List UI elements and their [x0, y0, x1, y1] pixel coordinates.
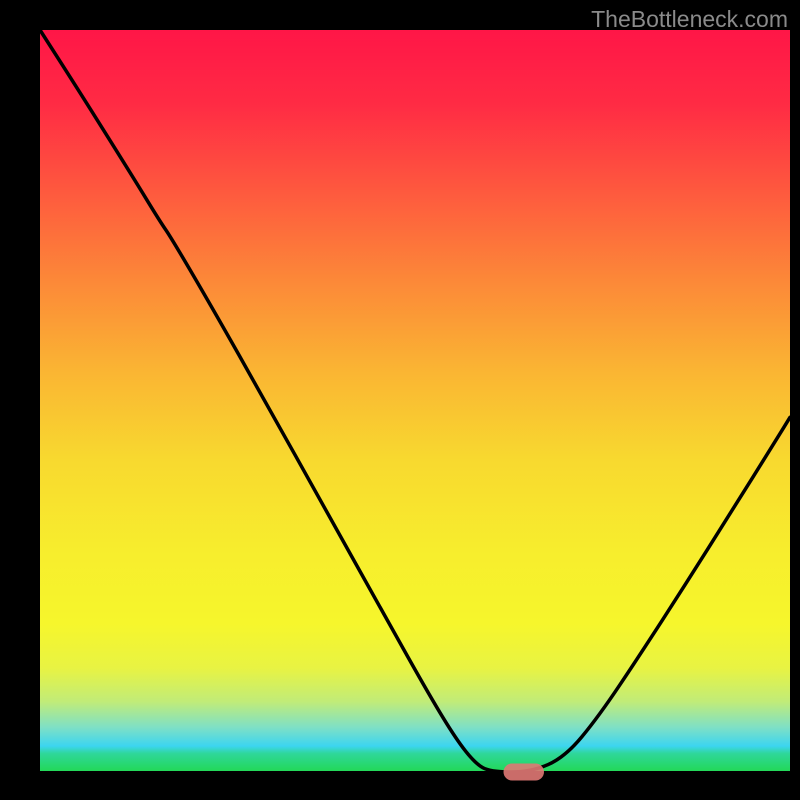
watermark-text: TheBottleneck.com [591, 6, 788, 33]
bottleneck-chart: TheBottleneck.com [0, 0, 800, 800]
optimum-marker [504, 764, 545, 781]
plot-background [40, 30, 790, 772]
chart-canvas [0, 0, 800, 800]
